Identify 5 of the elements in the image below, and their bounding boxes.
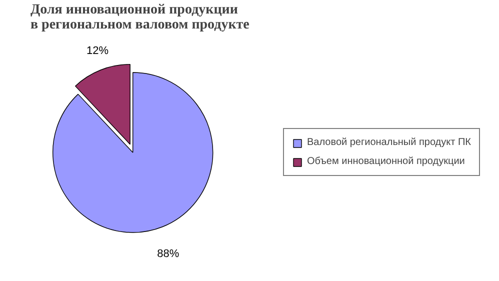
legend-label: Валовой региональный продукт ПК (307, 137, 471, 148)
data-label: 88% (157, 248, 180, 260)
legend-label: Объем инновационной продукции (307, 156, 465, 167)
data-label: 12% (86, 45, 109, 58)
chart-title: Доля инновационной продукции в региональном валовом продукте (30, 2, 250, 32)
